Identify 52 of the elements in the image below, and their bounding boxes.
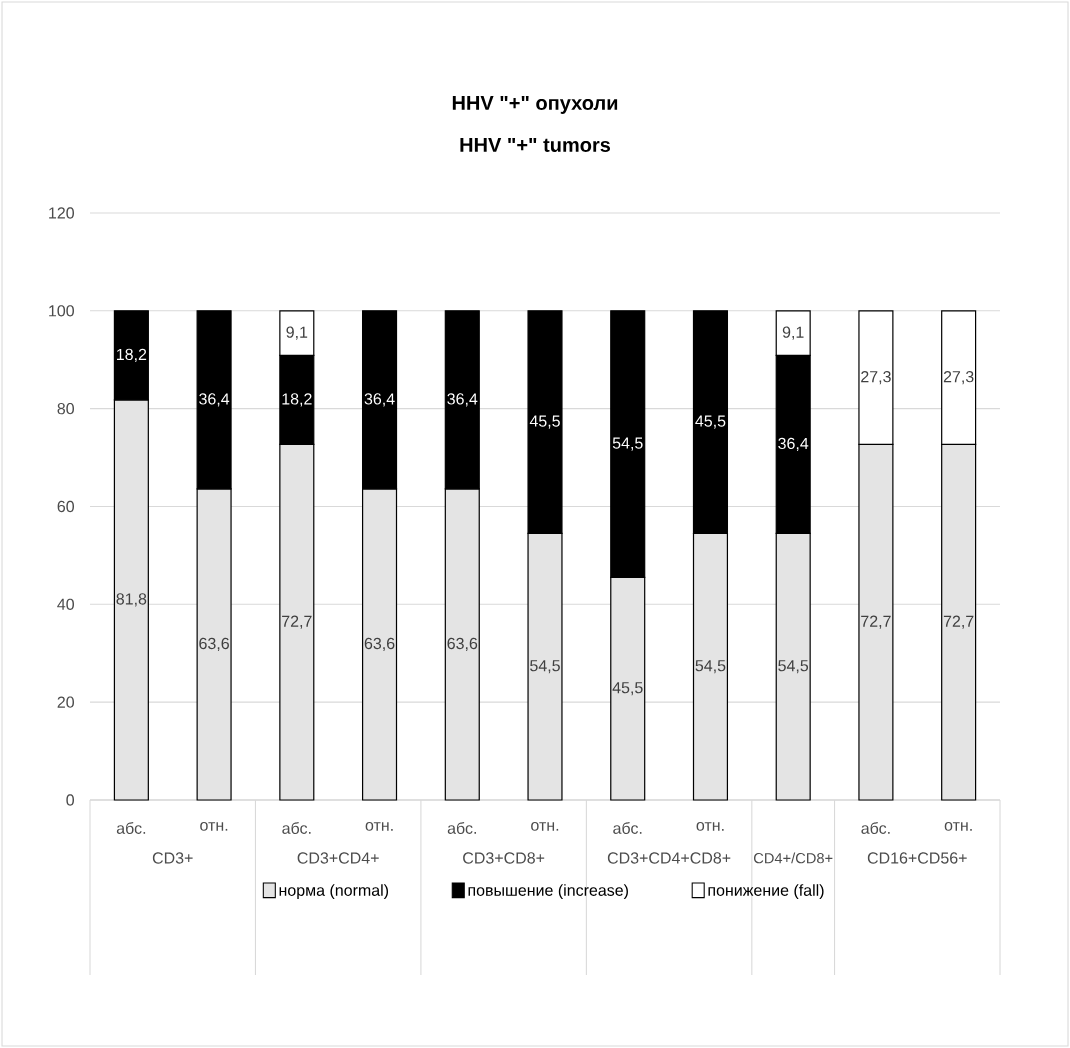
- data-label: 9,1: [286, 326, 308, 340]
- data-label: 72,7: [943, 615, 974, 629]
- legend-label: понижение (fall): [708, 884, 824, 900]
- x-tick-label: отн.: [200, 822, 228, 831]
- data-label: 36,4: [364, 393, 395, 407]
- text: CD3+CD8+: [463, 852, 545, 864]
- data-label: 81,8: [116, 593, 147, 607]
- legend-label: норма (normal): [279, 884, 389, 900]
- data-label: 36,4: [199, 393, 230, 407]
- legend-label: повышение (increase): [468, 884, 628, 900]
- text: CD3+CD4+CD8+: [607, 852, 731, 864]
- data-label: 27,3: [943, 370, 974, 385]
- data-label: 45,5: [695, 415, 726, 429]
- data-label: 72,7: [861, 615, 891, 629]
- data-label: 45,5: [612, 682, 643, 696]
- data-label: 54,5: [530, 660, 560, 674]
- y-tick-label: 100: [49, 305, 75, 317]
- x-tick-label: абс.: [613, 822, 642, 834]
- y-tick-label: 60: [57, 500, 75, 513]
- x-tick-label: абс.: [282, 822, 311, 834]
- data-label: 63,6: [364, 637, 395, 652]
- x-tick-label: отн.: [696, 822, 724, 831]
- x-tick-label: отн.: [531, 822, 559, 831]
- text: CD4+/CD8+: [754, 852, 833, 864]
- data-label: 45,5: [529, 415, 560, 429]
- x-tick-label: отн.: [365, 822, 393, 831]
- data-label: 54,5: [612, 437, 643, 451]
- y-tick-label: 120: [49, 207, 75, 219]
- data-label: 63,6: [447, 637, 478, 652]
- y-tick-label: 80: [57, 402, 75, 415]
- data-label: 18,2: [117, 348, 147, 362]
- x-tick-label: отн.: [944, 822, 972, 831]
- data-label: 63,6: [199, 637, 229, 652]
- data-label: 36,4: [778, 437, 809, 451]
- data-label: 36,4: [447, 393, 478, 407]
- x-tick-label: абс.: [116, 822, 146, 834]
- y-tick-label: 20: [57, 696, 75, 708]
- data-label: 18,2: [282, 393, 312, 407]
- chart-subtitle: HHV "+" tumors: [460, 138, 611, 152]
- y-tick-label: 40: [57, 598, 75, 610]
- data-label: 54,5: [695, 660, 726, 674]
- x-tick-label: абс.: [447, 822, 476, 834]
- text: CD16+CD56+: [867, 852, 967, 864]
- x-tick-label: абс.: [861, 822, 890, 834]
- y-tick-label: 0: [66, 794, 75, 806]
- data-label: 9,1: [782, 326, 804, 340]
- data-label: 54,5: [778, 660, 809, 674]
- text: CD3+CD4+: [297, 852, 379, 864]
- data-label: 27,3: [861, 370, 891, 385]
- text: CD3+: [152, 852, 193, 864]
- data-label: 72,7: [282, 615, 312, 629]
- chart-title: HHV "+" опухоли: [452, 96, 618, 114]
